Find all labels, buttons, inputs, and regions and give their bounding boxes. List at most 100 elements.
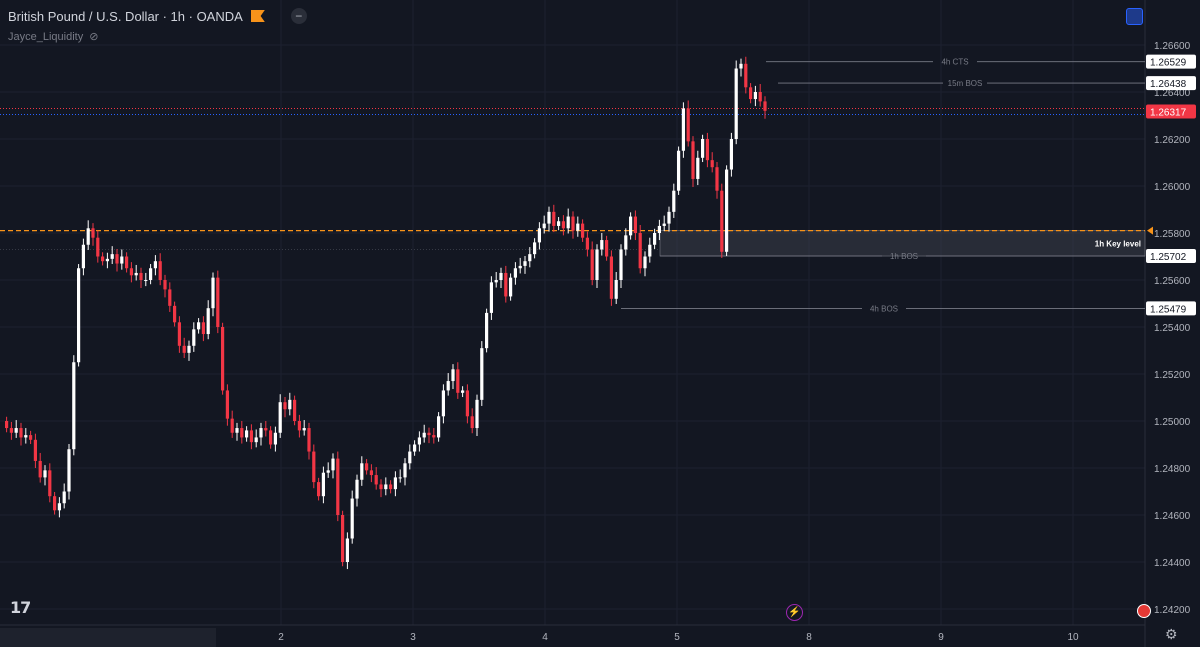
candle-body [264, 428, 268, 431]
candle-body [33, 439, 37, 461]
y-tick-label: 1.25400 [1154, 323, 1191, 334]
candle-body [619, 249, 623, 280]
candle-body [662, 223, 666, 226]
flag-icon[interactable] [250, 10, 265, 22]
candle-body [163, 280, 167, 290]
candle-body [667, 211, 671, 224]
x-tick-label: 3 [410, 632, 416, 643]
gear-icon[interactable]: ⚙ [1165, 626, 1178, 642]
y-tick-label: 1.24800 [1154, 464, 1191, 475]
y-tick-label: 1.24600 [1154, 511, 1191, 522]
candle-body [19, 428, 23, 438]
candle-body [62, 491, 66, 504]
candle-body [43, 470, 47, 478]
price-label-box [1146, 301, 1196, 316]
x-tick-label: 8 [806, 632, 812, 643]
candle-body [753, 92, 757, 100]
candle-body [355, 479, 359, 499]
candle-body [48, 470, 52, 497]
candle-body [513, 268, 517, 278]
collapse-icon[interactable]: − [290, 8, 307, 24]
candle-body [269, 430, 273, 445]
candle-body [605, 240, 609, 257]
x-tick-label: 10 [1067, 632, 1079, 643]
candle-body [758, 92, 762, 102]
eye-hidden-icon[interactable]: ⊘ [89, 31, 99, 43]
candle-body [14, 428, 18, 433]
candle-body [499, 272, 503, 280]
candle-body [101, 256, 105, 262]
candle-body [518, 265, 522, 269]
candle-body [398, 477, 402, 479]
candle-body [648, 244, 652, 257]
annotation-label: 15m BOS [948, 79, 983, 88]
candle-body [187, 345, 191, 353]
price-label: 1.26529 [1150, 58, 1187, 69]
candle-body [197, 322, 201, 330]
avatar-icon[interactable] [1137, 604, 1151, 618]
candle-body [624, 235, 628, 250]
candle-body [249, 430, 253, 443]
key-level-zone [659, 230, 1146, 257]
candle-body [485, 312, 489, 349]
candle-body [96, 237, 100, 257]
candle-body [576, 223, 580, 231]
candle-body [67, 449, 71, 492]
candle-body [312, 451, 316, 483]
lightning-icon[interactable]: ⚡ [786, 604, 803, 621]
y-tick-label: 1.26600 [1154, 41, 1191, 52]
candle-body [465, 390, 469, 417]
candle-body [600, 240, 604, 250]
candle-body [125, 256, 129, 269]
candle-body [173, 305, 177, 323]
candle-body [182, 345, 186, 353]
symbol-title[interactable]: British Pound / U.S. Dollar · 1h · OANDA [8, 8, 243, 24]
x-tick-label: 2 [278, 632, 284, 643]
price-label: 1.26317 [1150, 108, 1187, 119]
candle-body [221, 327, 225, 391]
candle-body [81, 244, 85, 269]
candle-body [341, 515, 345, 562]
candle-body [653, 233, 657, 245]
candle-body [350, 498, 354, 539]
tradingview-logo-icon[interactable]: 17 [10, 598, 31, 617]
candle-body [566, 216, 570, 229]
candle-body [192, 329, 196, 346]
indicator-name[interactable]: Jayce_Liquidity [8, 30, 84, 43]
candle-body [86, 228, 90, 245]
price-label: 1.25479 [1150, 304, 1187, 315]
price-label-box [1146, 54, 1196, 69]
candle-body [273, 432, 277, 445]
candle-body [432, 435, 436, 438]
candle-body [643, 256, 647, 269]
candle-body [710, 160, 714, 168]
candle-body [230, 418, 234, 433]
candle-body [417, 437, 421, 445]
price-label-box [1146, 249, 1196, 264]
candle-body [53, 496, 57, 511]
candle-body [547, 211, 551, 224]
candle-body [590, 249, 594, 280]
candle-body [657, 225, 661, 233]
y-tick-label: 1.26200 [1154, 135, 1191, 146]
candle-body [360, 463, 364, 480]
candle-body [206, 308, 210, 335]
indicator-row: Jayce_Liquidity ⊘ [8, 30, 99, 44]
candle-body [365, 463, 369, 471]
sync-icon[interactable] [1126, 8, 1143, 25]
candle-body [24, 435, 28, 438]
candle-body [552, 211, 556, 226]
candle-body [413, 444, 417, 452]
candle-body [609, 256, 613, 299]
candle-body [437, 416, 441, 438]
candle-body [470, 416, 474, 429]
candle-body [374, 475, 378, 485]
candle-body [57, 503, 61, 511]
candle-body [38, 460, 42, 478]
candle-body [585, 237, 589, 250]
candle-body [681, 108, 685, 151]
y-tick-label: 1.25800 [1154, 229, 1191, 240]
candle-body [139, 272, 143, 280]
candle-body [297, 421, 301, 431]
